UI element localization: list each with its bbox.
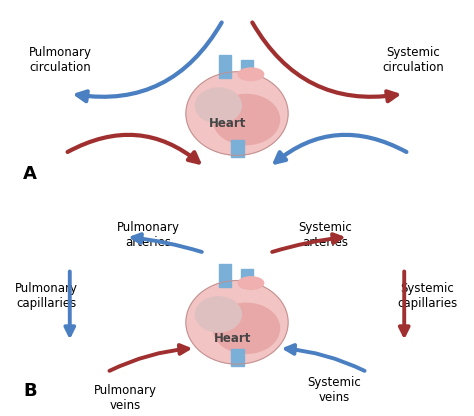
- Text: Pulmonary
veins: Pulmonary veins: [94, 384, 157, 412]
- Text: Pulmonary
capillaries: Pulmonary capillaries: [15, 282, 78, 310]
- Text: Systemic
circulation: Systemic circulation: [383, 46, 445, 74]
- Text: Systemic
capillaries: Systemic capillaries: [397, 282, 457, 310]
- Text: B: B: [23, 382, 37, 400]
- Ellipse shape: [195, 297, 241, 332]
- Ellipse shape: [238, 68, 264, 81]
- Bar: [231, 349, 245, 366]
- Bar: [241, 60, 253, 79]
- Text: Pulmonary
arteries: Pulmonary arteries: [117, 221, 180, 249]
- Text: Systemic
veins: Systemic veins: [308, 376, 361, 404]
- Text: Systemic
arteries: Systemic arteries: [299, 221, 352, 249]
- Text: A: A: [23, 165, 37, 183]
- Text: Heart: Heart: [209, 117, 246, 130]
- Bar: [219, 264, 231, 287]
- Ellipse shape: [213, 94, 280, 145]
- Ellipse shape: [195, 88, 241, 123]
- Bar: [241, 269, 253, 287]
- Ellipse shape: [213, 303, 280, 353]
- Text: Heart: Heart: [214, 332, 251, 345]
- Bar: [231, 140, 245, 157]
- Ellipse shape: [186, 280, 288, 364]
- Ellipse shape: [238, 277, 264, 290]
- Text: Pulmonary
circulation: Pulmonary circulation: [29, 46, 92, 74]
- Ellipse shape: [186, 72, 288, 155]
- Bar: [219, 55, 231, 79]
